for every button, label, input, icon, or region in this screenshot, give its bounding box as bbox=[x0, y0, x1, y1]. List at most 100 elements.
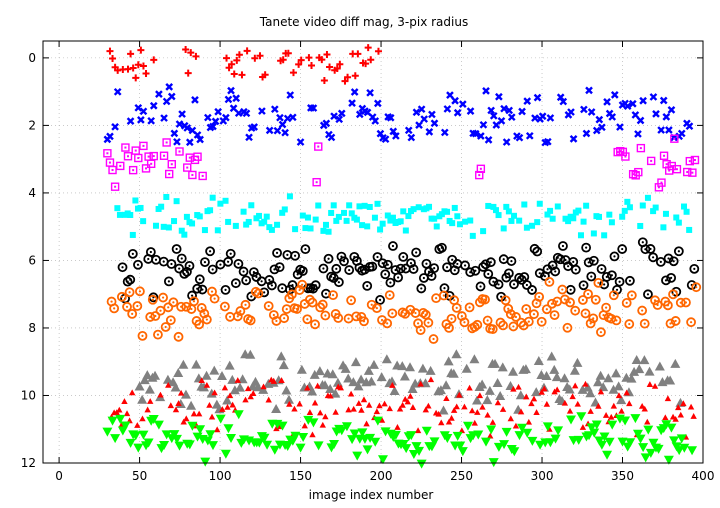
data-point-series-1 bbox=[276, 113, 284, 122]
data-point-series-7 bbox=[626, 400, 633, 407]
data-point-series-3 bbox=[686, 226, 693, 233]
data-point-series-3 bbox=[469, 232, 476, 239]
data-point-series-1 bbox=[466, 107, 475, 115]
data-point-series-2 bbox=[654, 183, 664, 192]
data-point-series-1 bbox=[489, 111, 498, 120]
data-point-series-3 bbox=[201, 227, 208, 234]
data-point-series-4 bbox=[256, 276, 267, 287]
data-point-series-4 bbox=[323, 253, 334, 264]
data-point-series-4 bbox=[171, 244, 182, 254]
data-point-series-7 bbox=[507, 415, 514, 422]
data-point-series-4 bbox=[176, 253, 187, 264]
data-point-series-3 bbox=[333, 217, 340, 224]
data-point-series-4 bbox=[187, 290, 197, 301]
data-point-series-2 bbox=[312, 177, 321, 187]
data-point-series-6 bbox=[497, 362, 508, 372]
data-point-series-5 bbox=[544, 276, 555, 287]
data-point-series-4 bbox=[398, 252, 409, 262]
data-point-series-5 bbox=[137, 330, 148, 341]
data-point-series-1 bbox=[232, 94, 241, 103]
data-point-series-6 bbox=[389, 386, 400, 396]
data-point-series-7 bbox=[425, 402, 432, 409]
data-point-series-0 bbox=[367, 56, 375, 64]
data-point-series-3 bbox=[681, 203, 688, 210]
data-point-series-4 bbox=[532, 246, 543, 257]
data-point-series-1 bbox=[415, 121, 423, 129]
data-point-series-1 bbox=[487, 106, 496, 115]
data-point-series-4 bbox=[570, 264, 581, 275]
data-point-series-3 bbox=[451, 204, 458, 211]
data-point-series-1 bbox=[286, 91, 295, 99]
data-point-series-8 bbox=[589, 428, 600, 438]
data-point-series-7 bbox=[157, 391, 164, 398]
data-point-series-3 bbox=[644, 194, 651, 201]
data-point-series-3 bbox=[248, 202, 255, 209]
data-point-series-2 bbox=[185, 153, 195, 162]
data-point-series-8 bbox=[115, 414, 126, 424]
data-point-series-6 bbox=[235, 382, 246, 392]
data-point-series-6 bbox=[611, 368, 622, 378]
data-point-series-7 bbox=[211, 389, 218, 396]
data-point-series-6 bbox=[438, 405, 449, 415]
data-point-series-3 bbox=[322, 221, 329, 228]
data-point-series-1 bbox=[453, 108, 462, 117]
data-point-series-1 bbox=[250, 123, 259, 131]
data-point-series-8 bbox=[416, 459, 427, 469]
data-point-series-7 bbox=[365, 401, 373, 408]
data-point-series-6 bbox=[616, 395, 627, 405]
data-point-series-1 bbox=[165, 83, 174, 91]
data-point-series-3 bbox=[330, 202, 337, 209]
data-point-series-3 bbox=[320, 227, 327, 234]
data-point-series-8 bbox=[421, 426, 432, 436]
data-point-series-2 bbox=[165, 169, 174, 179]
data-point-series-3 bbox=[495, 212, 502, 219]
data-point-series-3 bbox=[652, 204, 659, 211]
data-point-series-2 bbox=[175, 147, 184, 156]
data-point-series-4 bbox=[339, 256, 349, 267]
data-point-series-4 bbox=[547, 260, 558, 271]
data-point-series-5 bbox=[624, 319, 635, 329]
data-point-series-4 bbox=[485, 257, 496, 268]
data-point-series-1 bbox=[634, 130, 642, 138]
data-point-series-5 bbox=[482, 315, 493, 326]
data-point-series-7 bbox=[523, 393, 530, 400]
data-point-series-0 bbox=[305, 54, 313, 62]
data-point-series-5 bbox=[317, 299, 328, 310]
data-point-series-7 bbox=[314, 382, 321, 389]
data-point-series-7 bbox=[561, 399, 569, 406]
data-point-series-7 bbox=[602, 412, 610, 418]
data-point-series-1 bbox=[440, 128, 449, 137]
data-point-series-3 bbox=[245, 218, 252, 225]
data-point-series-3 bbox=[359, 222, 366, 229]
data-point-series-3 bbox=[534, 219, 541, 226]
data-point-series-3 bbox=[565, 218, 572, 225]
data-point-series-1 bbox=[556, 93, 565, 102]
data-point-series-2 bbox=[146, 159, 156, 169]
data-point-series-4 bbox=[233, 258, 244, 269]
data-point-series-4 bbox=[601, 272, 612, 282]
data-point-series-5 bbox=[503, 303, 514, 314]
data-point-series-5 bbox=[189, 296, 199, 307]
data-point-series-3 bbox=[480, 228, 487, 235]
data-point-series-6 bbox=[634, 364, 645, 374]
data-point-series-4 bbox=[614, 276, 625, 287]
data-point-series-3 bbox=[181, 231, 188, 238]
data-point-series-0 bbox=[279, 56, 287, 64]
data-point-series-8 bbox=[380, 427, 391, 437]
data-point-series-7 bbox=[512, 422, 520, 429]
data-point-series-7 bbox=[515, 383, 522, 390]
data-point-series-8 bbox=[462, 421, 473, 431]
data-point-series-7 bbox=[224, 403, 231, 410]
data-point-series-1 bbox=[392, 132, 400, 140]
data-point-series-8 bbox=[617, 437, 628, 447]
data-point-series-4 bbox=[436, 242, 447, 253]
data-point-series-4 bbox=[521, 280, 532, 290]
data-point-series-8 bbox=[602, 450, 613, 460]
data-point-series-5 bbox=[500, 295, 511, 306]
data-point-series-4 bbox=[362, 280, 373, 291]
data-point-series-1 bbox=[636, 116, 645, 125]
data-point-series-3 bbox=[214, 227, 221, 234]
data-point-series-8 bbox=[640, 453, 651, 463]
data-point-series-5 bbox=[459, 317, 470, 328]
